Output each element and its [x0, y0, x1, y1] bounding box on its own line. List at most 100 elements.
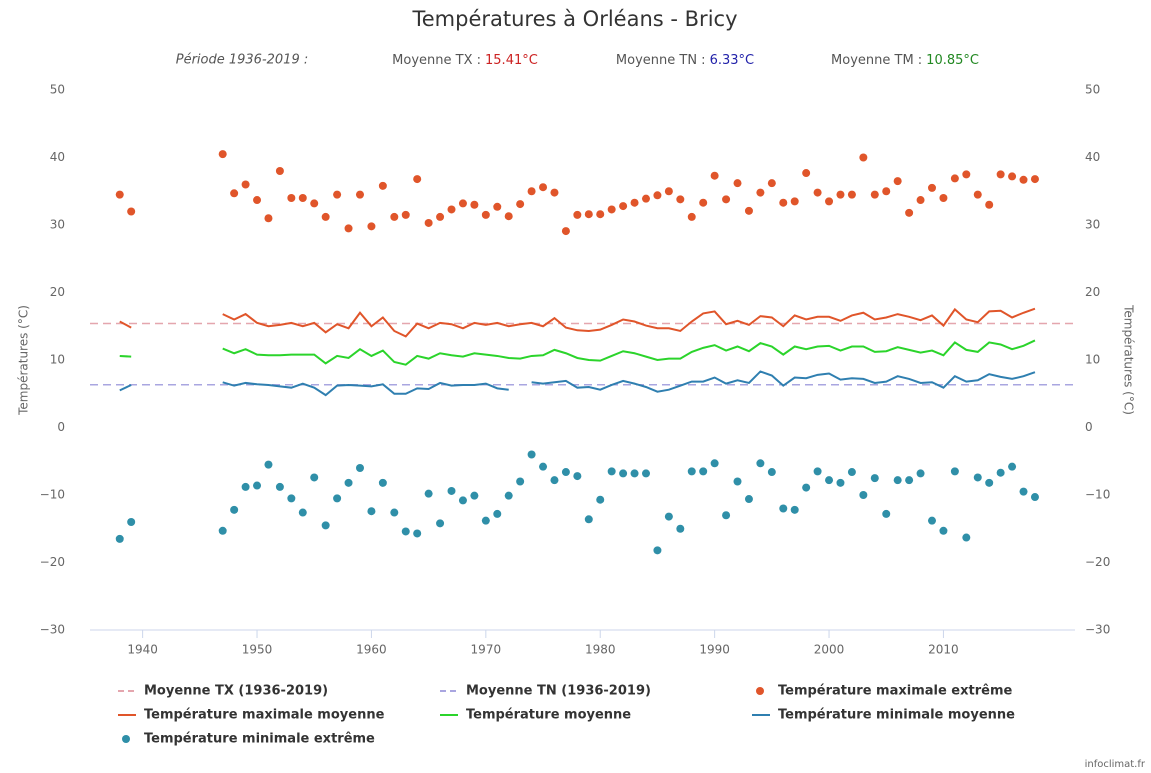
point	[561, 468, 570, 477]
point	[470, 200, 479, 209]
point	[539, 183, 548, 192]
point	[905, 476, 914, 485]
x-tick-label: 1990	[699, 643, 730, 657]
y-tick-label: 10	[50, 353, 65, 367]
point	[630, 198, 639, 207]
point	[664, 187, 673, 196]
point	[847, 190, 856, 199]
point	[859, 491, 868, 499]
point	[573, 472, 582, 481]
point	[344, 224, 353, 233]
point	[321, 212, 330, 221]
point	[436, 212, 445, 221]
point	[516, 200, 525, 209]
point	[756, 459, 765, 468]
point	[664, 512, 673, 521]
point	[619, 202, 628, 211]
point	[939, 194, 948, 202]
point	[344, 478, 353, 487]
point	[481, 210, 490, 219]
series-line	[119, 370, 1036, 397]
point	[390, 212, 399, 221]
average-label: Moyenne TX :	[392, 53, 481, 68]
point	[504, 491, 513, 500]
point	[424, 218, 433, 227]
point	[607, 467, 616, 476]
point	[424, 489, 433, 498]
y-tick-label: 50	[50, 83, 65, 97]
point	[950, 467, 959, 476]
point	[676, 195, 685, 204]
point	[607, 205, 616, 214]
point	[779, 504, 788, 513]
point	[401, 527, 410, 536]
average-stat: Moyenne TX : 15.41°C	[392, 53, 538, 68]
point	[653, 191, 662, 200]
point	[744, 206, 753, 215]
y-tick-label: 20	[50, 285, 65, 299]
point	[1008, 462, 1017, 471]
legend-label: Température maximale extrême	[778, 684, 1013, 699]
legend-label: Température minimale moyenne	[778, 708, 1015, 723]
point	[985, 478, 994, 487]
point	[825, 476, 834, 485]
point	[390, 508, 399, 517]
point	[870, 474, 879, 483]
point	[813, 188, 822, 197]
point	[756, 188, 765, 197]
point	[367, 507, 376, 516]
point	[275, 482, 284, 491]
point	[779, 198, 788, 207]
x-tick-label: 1940	[127, 643, 158, 657]
point	[1030, 175, 1039, 184]
point	[401, 210, 410, 219]
point	[973, 190, 982, 199]
average-value: 10.85°C	[926, 53, 979, 68]
point	[447, 205, 456, 214]
point	[355, 464, 364, 472]
point	[550, 188, 559, 197]
point	[333, 190, 342, 199]
point	[722, 511, 731, 520]
point	[1019, 175, 1028, 184]
point	[287, 194, 296, 202]
legend-label: Température minimale extrême	[144, 732, 375, 747]
point	[813, 467, 822, 476]
point	[973, 473, 982, 482]
legend-label: Moyenne TX (1936-2019)	[144, 684, 328, 699]
point	[218, 526, 227, 535]
legend-label: Température maximale moyenne	[144, 708, 385, 723]
point	[950, 174, 959, 183]
point	[333, 494, 342, 503]
point	[916, 469, 925, 478]
point	[561, 227, 570, 236]
credit: infoclimat.fr	[1085, 759, 1146, 770]
point	[241, 482, 250, 491]
legend-marker	[122, 735, 130, 743]
point	[413, 529, 422, 538]
point	[962, 533, 971, 542]
point	[985, 200, 994, 209]
point	[1008, 172, 1017, 181]
point	[802, 483, 811, 492]
point	[630, 469, 639, 478]
point	[744, 495, 753, 504]
point	[253, 196, 262, 205]
point	[481, 516, 490, 525]
point	[825, 197, 834, 206]
point	[905, 208, 914, 217]
x-tick-label: 2010	[928, 643, 959, 657]
point	[275, 167, 284, 175]
x-tick-label: 1960	[356, 643, 387, 657]
x-tick-label: 1980	[585, 643, 616, 657]
average-label: Moyenne TM :	[831, 53, 922, 68]
point	[733, 477, 742, 486]
point	[493, 509, 502, 518]
y-tick-label: 0	[57, 420, 65, 434]
point	[893, 476, 902, 485]
point	[836, 190, 845, 199]
point	[550, 476, 559, 485]
point	[790, 197, 799, 206]
point	[458, 199, 467, 208]
